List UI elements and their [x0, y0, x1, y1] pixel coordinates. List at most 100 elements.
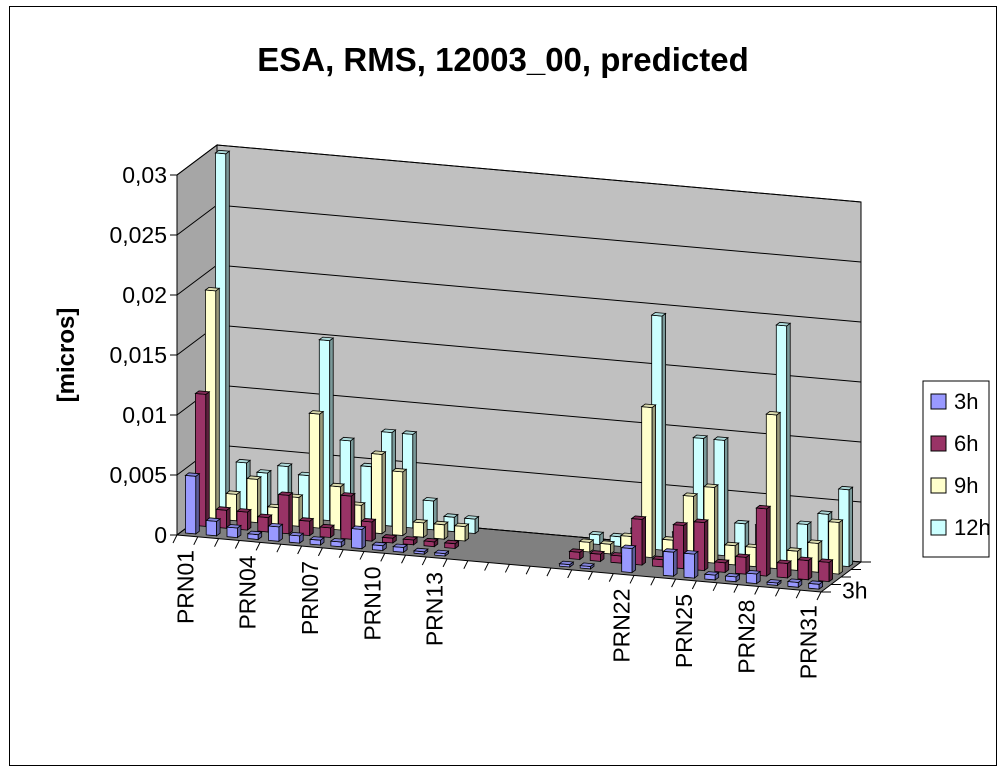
bar-9h-PRN09	[370, 450, 387, 535]
legend: 3h 6h 9h 12h	[922, 380, 991, 558]
y-axis-ticks: 0 0,005 0,01 0,015 0,02 0,025 0,03	[109, 162, 177, 548]
x-tick-mark	[525, 566, 531, 575]
bar-3h-PRN25	[682, 550, 699, 579]
x-tick-mark	[546, 567, 552, 577]
bar-9h-PRN06	[308, 410, 325, 529]
x-tick-mark	[733, 584, 739, 593]
bar-3h-PRN29	[766, 579, 783, 587]
x-tick-mark	[421, 556, 427, 566]
bar-3h-PRN22	[620, 544, 637, 574]
x-tick-label: PRN31	[796, 605, 822, 679]
x-tick-mark	[608, 573, 614, 582]
chart-canvas: ESA, RMS, 12003_00, predicted 0 0,005 0,01…	[53, 41, 991, 679]
bar-6h-PRN04	[256, 513, 273, 533]
legend-label-6h: 6h	[954, 431, 978, 456]
bar-6h-PRN10	[381, 534, 398, 544]
y-tick-label: 0,01	[122, 402, 167, 428]
x-tick-mark	[484, 562, 490, 571]
x-tick-label: PRN04	[235, 555, 261, 629]
y-tick-label: 0,03	[122, 162, 167, 188]
chart-frame: ESA, RMS, 12003_00, predicted 0 0,005 0,01…	[9, 6, 997, 766]
bar-6h-PRN28	[755, 504, 772, 577]
bar-3h-PRN13	[433, 549, 450, 557]
bar-6h-PRN03	[235, 508, 252, 531]
legend-label-3h: 3h	[954, 389, 978, 414]
x-tick-mark	[463, 560, 469, 569]
legend-swatch-9h	[930, 477, 947, 494]
x-tick-label: PRN22	[609, 589, 635, 663]
bar-6h-PRN30	[796, 556, 813, 581]
x-tick-mark	[380, 553, 386, 562]
bar-3h-PRN01	[184, 472, 201, 535]
depth-axis-ticks: 3h	[821, 561, 871, 603]
x-tick-label: PRN01	[172, 550, 198, 624]
legend-label-12h: 12h	[954, 515, 991, 540]
bar-6h-PRN29	[776, 559, 793, 579]
x-tick-mark	[234, 540, 240, 549]
y-axis-label: [micros]	[53, 308, 80, 403]
bar-3h-PRN08	[329, 538, 346, 548]
x-tick-mark	[193, 536, 199, 546]
x-tick-mark	[276, 543, 282, 553]
x-tick-label: PRN07	[297, 561, 323, 635]
x-tick-mark	[442, 558, 448, 568]
bar-9h-PRN25	[702, 483, 719, 564]
x-tick-mark	[359, 551, 365, 560]
bar-6h-PRN06	[298, 517, 315, 537]
bar-6h-PRN27	[734, 553, 751, 575]
bar-3h-PRN30	[786, 578, 803, 589]
bar-3h-PRN20	[579, 562, 596, 570]
x-tick-mark	[691, 580, 697, 590]
bar-3h-PRN12	[412, 547, 429, 556]
legend-label-9h: 9h	[954, 473, 978, 498]
gridline	[176, 144, 862, 203]
x-tick-label: PRN28	[733, 600, 759, 674]
x-tick-mark	[795, 589, 801, 599]
bar-3h-PRN06	[288, 531, 305, 544]
x-tick-label: PRN10	[359, 567, 385, 641]
x-tick-mark	[214, 538, 219, 547]
x-tick-mark	[317, 547, 323, 557]
y-tick-label: 0	[154, 522, 167, 548]
y-tick-label: 0,015	[109, 342, 167, 368]
x-axis-ticks: PRN01 PRN04 PRN07 PRN10 PRN13 PRN22 PRN25 PRN28…	[172, 534, 822, 679]
bar-6h-PRN07	[319, 523, 336, 539]
bar-3h-PRN27	[724, 572, 741, 583]
bar-6h-PRN26	[713, 558, 730, 574]
bar-3h-PRN11	[392, 543, 409, 554]
legend-swatch-12h	[930, 519, 947, 536]
x-tick-mark	[504, 564, 510, 573]
y-tick-label: 0,02	[122, 282, 167, 308]
bar-6h-PRN19	[568, 548, 585, 561]
x-tick-mark	[297, 545, 303, 555]
bar-6h-PRN31	[817, 558, 834, 583]
bar-9h-PRN19	[578, 538, 595, 553]
legend-swatch-3h	[930, 393, 947, 410]
bar-3h-PRN10	[371, 541, 388, 552]
depth-tick-label: 3h	[842, 577, 868, 603]
bar-3h-PRN24	[662, 548, 679, 577]
bar-6h-PRN12	[422, 537, 439, 548]
x-tick-mark	[650, 577, 656, 586]
bar-3h-PRN05	[267, 522, 284, 543]
x-tick-mark	[338, 549, 344, 558]
chart-title: ESA, RMS, 12003_00, predicted	[257, 41, 749, 78]
bar-3h-PRN03	[225, 524, 242, 539]
y-tick-label: 0,025	[109, 222, 167, 248]
y-tick-label: 0,005	[109, 462, 167, 488]
x-tick-mark	[754, 586, 760, 595]
x-tick-label: PRN13	[422, 572, 448, 646]
bar-3h-PRN04	[246, 530, 263, 541]
bar-3h-PRN26	[703, 571, 720, 581]
bar-9h-PRN10	[391, 467, 408, 537]
x-tick-mark	[775, 588, 780, 597]
x-tick-label: PRN25	[671, 594, 697, 668]
bar-3h-PRN07	[309, 536, 326, 546]
bar-3h-PRN02	[205, 517, 222, 537]
bar-9h-PRN11	[412, 518, 429, 539]
bars	[184, 149, 854, 590]
x-tick-mark	[712, 582, 718, 592]
bar-6h-PRN13	[443, 539, 460, 550]
x-tick-mark	[172, 534, 178, 544]
legend-swatch-6h	[930, 435, 947, 452]
